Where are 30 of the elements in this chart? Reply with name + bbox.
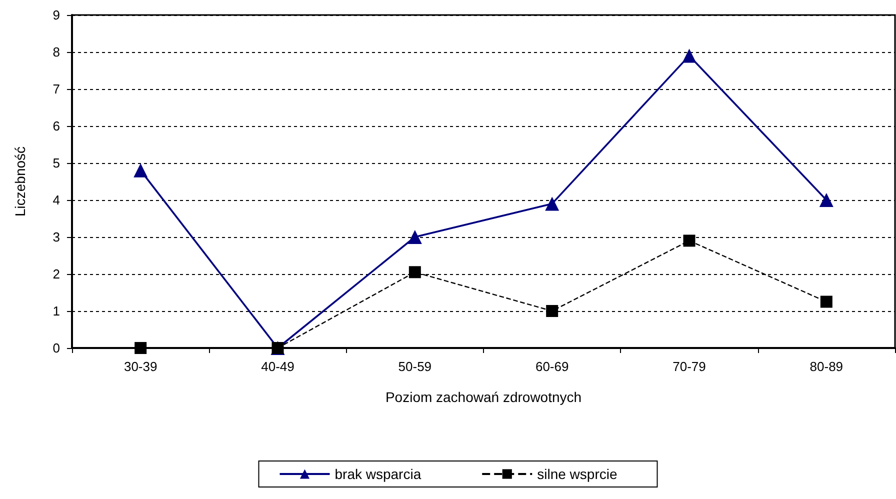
point — [545, 196, 560, 211]
x-tick-label: 70-79 — [672, 359, 706, 374]
y-axis-title: Liczebność — [12, 146, 28, 217]
x-tick-label: 30-39 — [124, 359, 158, 374]
point — [408, 266, 421, 278]
point — [683, 234, 696, 247]
x-tick-label: 80-89 — [810, 359, 844, 374]
y-tick-label: 7 — [52, 82, 60, 96]
point — [819, 193, 834, 207]
legend-label: silne wsprcie — [537, 466, 618, 482]
point — [408, 230, 422, 244]
y-tick-label: 8 — [52, 44, 60, 60]
point — [546, 305, 558, 317]
y-tick-label: 5 — [52, 156, 60, 170]
point — [820, 296, 832, 308]
y-tick-label: 2 — [52, 266, 60, 282]
point — [682, 48, 696, 63]
point — [134, 163, 148, 178]
x-tick-label: 40-49 — [261, 359, 294, 374]
legend-label: brak wsparcia — [334, 466, 422, 482]
y-tick-label: 0 — [52, 340, 60, 356]
y-tick-label: 1 — [52, 304, 60, 318]
y-tick-label: 4 — [52, 192, 60, 208]
y-tick-label: 9 — [52, 8, 60, 22]
x-axis-title: Poziom zachowań zdrowotnych — [385, 389, 582, 405]
x-tick-label: 50-59 — [398, 359, 432, 374]
point — [134, 342, 147, 354]
x-tick-label: 60-69 — [535, 359, 569, 374]
y-tick-label: 3 — [52, 230, 60, 244]
y-tick-label: 6 — [52, 118, 60, 134]
